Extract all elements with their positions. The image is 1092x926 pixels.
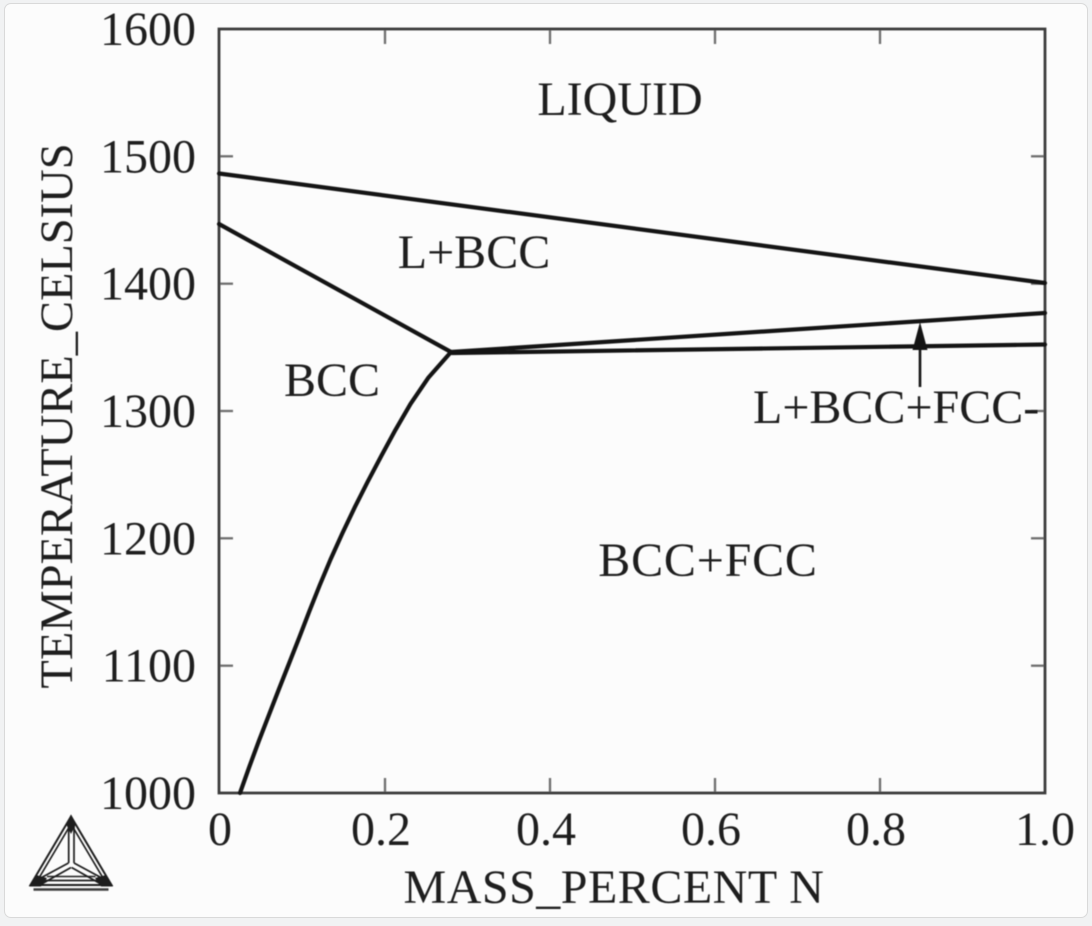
svg-text:0.2: 0.2 [351, 803, 411, 856]
svg-text:0.8: 0.8 [846, 803, 906, 856]
svg-text:L+BCC+FCC-: L+BCC+FCC- [753, 381, 1039, 434]
svg-text:L+BCC: L+BCC [398, 226, 550, 279]
svg-text:BCC: BCC [284, 354, 380, 407]
svg-text:1500: 1500 [100, 130, 196, 183]
svg-text:1000: 1000 [100, 767, 196, 820]
svg-text:1600: 1600 [100, 3, 196, 56]
svg-text:1200: 1200 [100, 512, 196, 565]
svg-text:0: 0 [208, 803, 232, 856]
svg-text:LIQUID: LIQUID [537, 73, 702, 126]
svg-text:1400: 1400 [100, 258, 196, 311]
svg-text:1100: 1100 [102, 640, 196, 693]
svg-text:TEMPERATURE_CELSIUS: TEMPERATURE_CELSIUS [32, 143, 83, 688]
svg-text:0.4: 0.4 [516, 803, 576, 856]
svg-text:MASS_PERCENT N: MASS_PERCENT N [404, 861, 825, 914]
svg-text:0.6: 0.6 [681, 803, 741, 856]
svg-text:BCC+FCC: BCC+FCC [598, 534, 817, 587]
svg-text:1300: 1300 [100, 385, 196, 438]
svg-text:1.0: 1.0 [1015, 803, 1075, 856]
